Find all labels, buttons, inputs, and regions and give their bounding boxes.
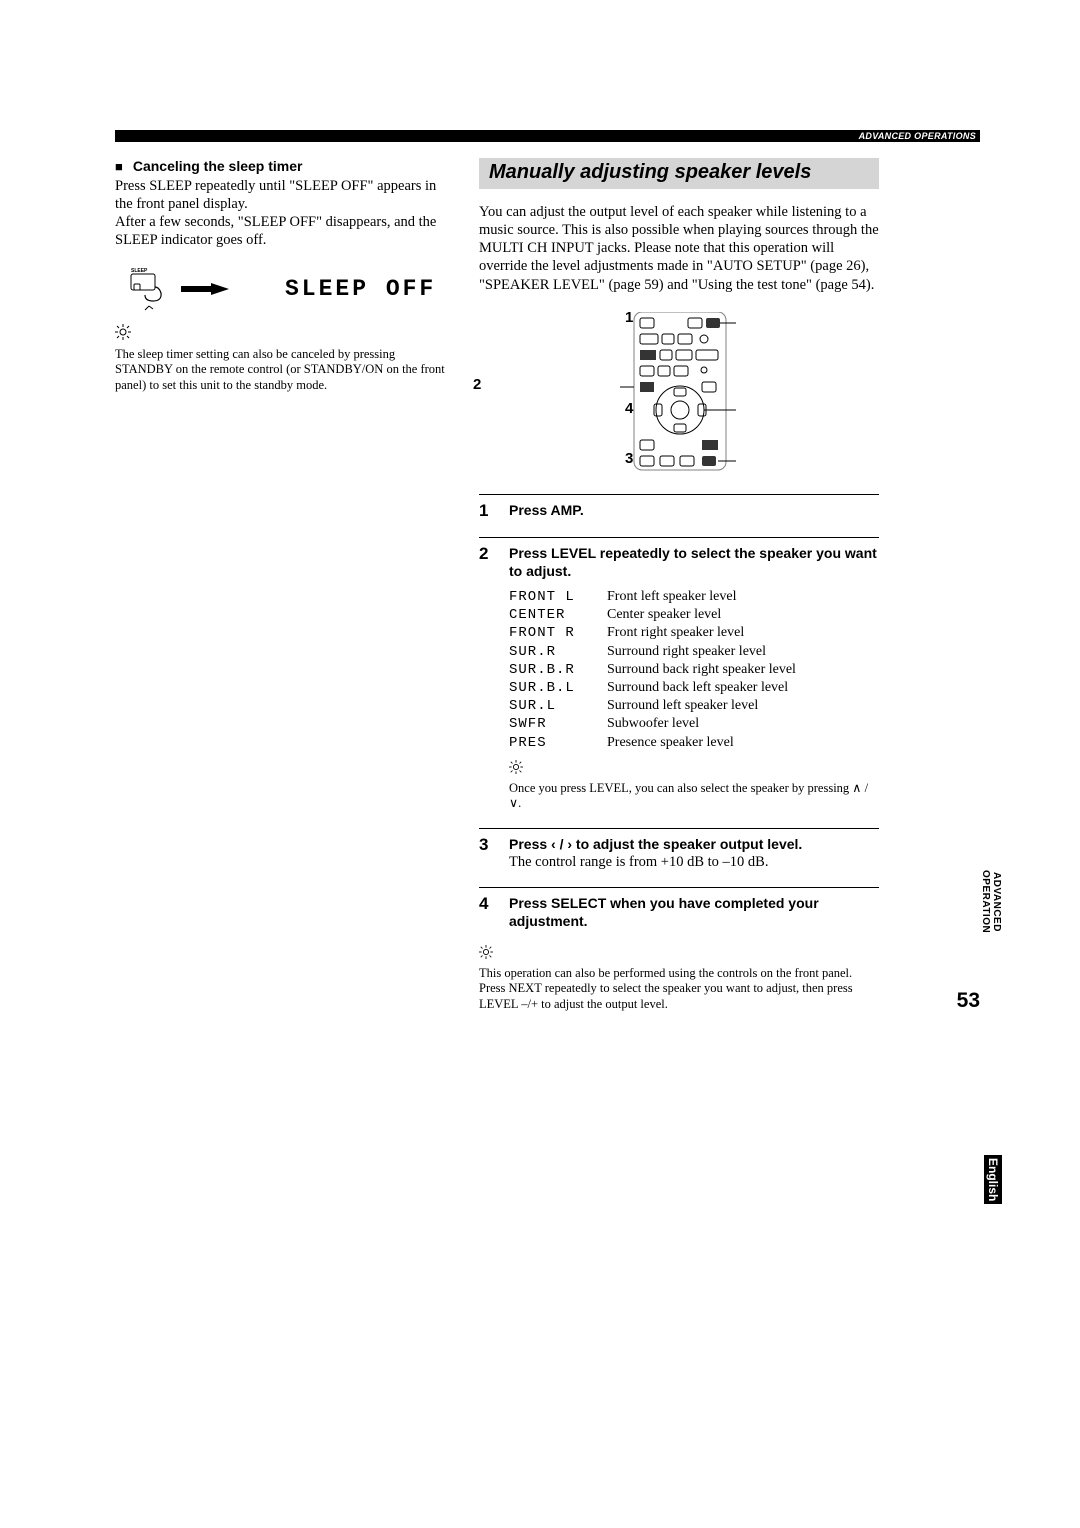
page-number: 53 <box>957 989 980 1013</box>
speaker-desc: Surround back left speaker level <box>607 679 788 697</box>
step-3: 3 Press ‹ / › to adjust the speaker outp… <box>479 835 879 871</box>
header-bar: ADVANCED OPERATIONS <box>115 130 980 142</box>
cancel-sleep-heading: Canceling the sleep timer <box>115 158 453 174</box>
speaker-code: SUR.L <box>509 697 607 715</box>
speaker-code: SUR.B.R <box>509 661 607 679</box>
sleep-off-display: SLEEP OFF <box>285 276 436 302</box>
left-column: Canceling the sleep timer Press SLEEP re… <box>115 158 453 1013</box>
tip-icon <box>479 945 879 964</box>
tip-icon <box>509 760 879 779</box>
speaker-code: PRES <box>509 734 607 752</box>
sleep-button-icon: SLEEP <box>129 266 183 312</box>
section-intro: You can adjust the output level of each … <box>479 203 879 294</box>
right-column: Manually adjusting speaker levels You ca… <box>479 158 879 1013</box>
speaker-code: SUR.B.L <box>509 679 607 697</box>
speaker-code: SUR.R <box>509 643 607 661</box>
callout-1: 1 <box>625 309 633 326</box>
speaker-row: CENTERCenter speaker level <box>509 606 879 624</box>
step-2: 2 Press LEVEL repeatedly to select the s… <box>479 544 879 812</box>
content-columns: Canceling the sleep timer Press SLEEP re… <box>115 158 980 1013</box>
speaker-row: PRESPresence speaker level <box>509 734 879 752</box>
side-tab-advanced: ADVANCED OPERATION <box>980 870 1002 933</box>
speaker-desc: Front right speaker level <box>607 624 744 642</box>
speaker-row: FRONT RFront right speaker level <box>509 624 879 642</box>
speaker-desc: Surround left speaker level <box>607 697 758 715</box>
callout-3: 3 <box>625 450 633 467</box>
speaker-row: SWFRSubwoofer level <box>509 715 879 733</box>
speaker-row: SUR.RSurround right speaker level <box>509 643 879 661</box>
cancel-sleep-para2: After a few seconds, "SLEEP OFF" disappe… <box>115 213 453 249</box>
step-1: 1 Press AMP. <box>479 501 879 521</box>
callout-4: 4 <box>625 400 633 417</box>
bottom-tip: This operation can also be performed usi… <box>479 966 879 1013</box>
tip-icon <box>115 324 453 345</box>
speaker-desc: Presence speaker level <box>607 734 734 752</box>
speaker-row: SUR.B.RSurround back right speaker level <box>509 661 879 679</box>
speaker-desc: Front left speaker level <box>607 588 736 606</box>
divider <box>479 828 879 829</box>
speaker-code: FRONT L <box>509 588 607 606</box>
speaker-row: SUR.LSurround left speaker level <box>509 697 879 715</box>
speaker-table: FRONT LFront left speaker levelCENTERCen… <box>509 588 879 752</box>
side-tab-english: English <box>984 1155 1002 1204</box>
speaker-desc: Center speaker level <box>607 606 721 624</box>
divider <box>479 537 879 538</box>
header-section-label: ADVANCED OPERATIONS <box>859 131 976 141</box>
remote-diagram: 1 2 4 3 <box>479 312 879 472</box>
callout-2: 2 <box>473 376 481 393</box>
section-title: Manually adjusting speaker levels <box>479 158 879 189</box>
speaker-desc: Surround right speaker level <box>607 643 766 661</box>
speaker-code: FRONT R <box>509 624 607 642</box>
step2-tip: Once you press LEVEL, you can also selec… <box>509 781 879 812</box>
sleep-illustration: SLEEP SLEEP OFF <box>129 266 453 312</box>
arrow-right-icon <box>211 283 229 295</box>
speaker-desc: Subwoofer level <box>607 715 699 733</box>
step-4: 4 Press SELECT when you have completed y… <box>479 894 879 930</box>
speaker-code: CENTER <box>509 606 607 624</box>
speaker-desc: Surround back right speaker level <box>607 661 796 679</box>
speaker-code: SWFR <box>509 715 607 733</box>
remote-icon <box>604 312 754 472</box>
divider <box>479 887 879 888</box>
cancel-sleep-para1: Press SLEEP repeatedly until "SLEEP OFF"… <box>115 177 453 213</box>
speaker-row: SUR.B.LSurround back left speaker level <box>509 679 879 697</box>
cancel-sleep-tip: The sleep timer setting can also be canc… <box>115 347 453 394</box>
sleep-button-label: SLEEP <box>131 268 148 274</box>
divider <box>479 494 879 495</box>
speaker-row: FRONT LFront left speaker level <box>509 588 879 606</box>
